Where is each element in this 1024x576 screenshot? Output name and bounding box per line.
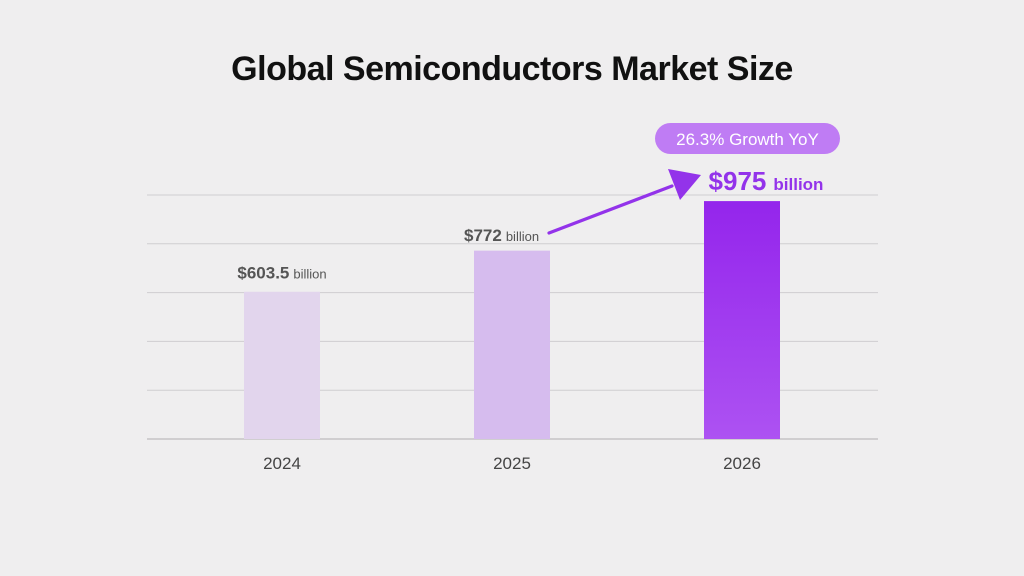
value-unit: billion [506, 229, 539, 244]
value-amount: $772 [464, 226, 502, 245]
bars [244, 201, 780, 439]
bar-2026 [704, 201, 780, 439]
value-amount: $975 [709, 166, 767, 196]
growth-badge-text: 26.3% Growth YoY [676, 130, 819, 149]
growth-arrow-shaft [547, 184, 674, 235]
bar-2025 [474, 250, 550, 439]
value-labels: $603.5 billion $772 billion $975 billion [237, 166, 823, 283]
value-unit: billion [293, 267, 326, 282]
x-tick-label-2025: 2025 [493, 454, 531, 473]
value-unit: billion [773, 175, 823, 194]
x-tick-labels: 2024 2025 2026 [263, 454, 761, 473]
growth-arrow-head [668, 169, 701, 200]
x-tick-label-2026: 2026 [723, 454, 761, 473]
value-label-2025: $772 billion [464, 226, 539, 245]
chart-title: Global Semiconductors Market Size [231, 50, 793, 88]
growth-annotation: 26.3% Growth YoY [547, 123, 840, 235]
value-label-2024: $603.5 billion [237, 264, 326, 283]
growth-badge [655, 123, 840, 154]
value-label-2026: $975 billion [709, 166, 824, 196]
bar-2024 [244, 291, 320, 439]
value-amount: $603.5 [237, 264, 289, 283]
x-tick-label-2024: 2024 [263, 454, 301, 473]
